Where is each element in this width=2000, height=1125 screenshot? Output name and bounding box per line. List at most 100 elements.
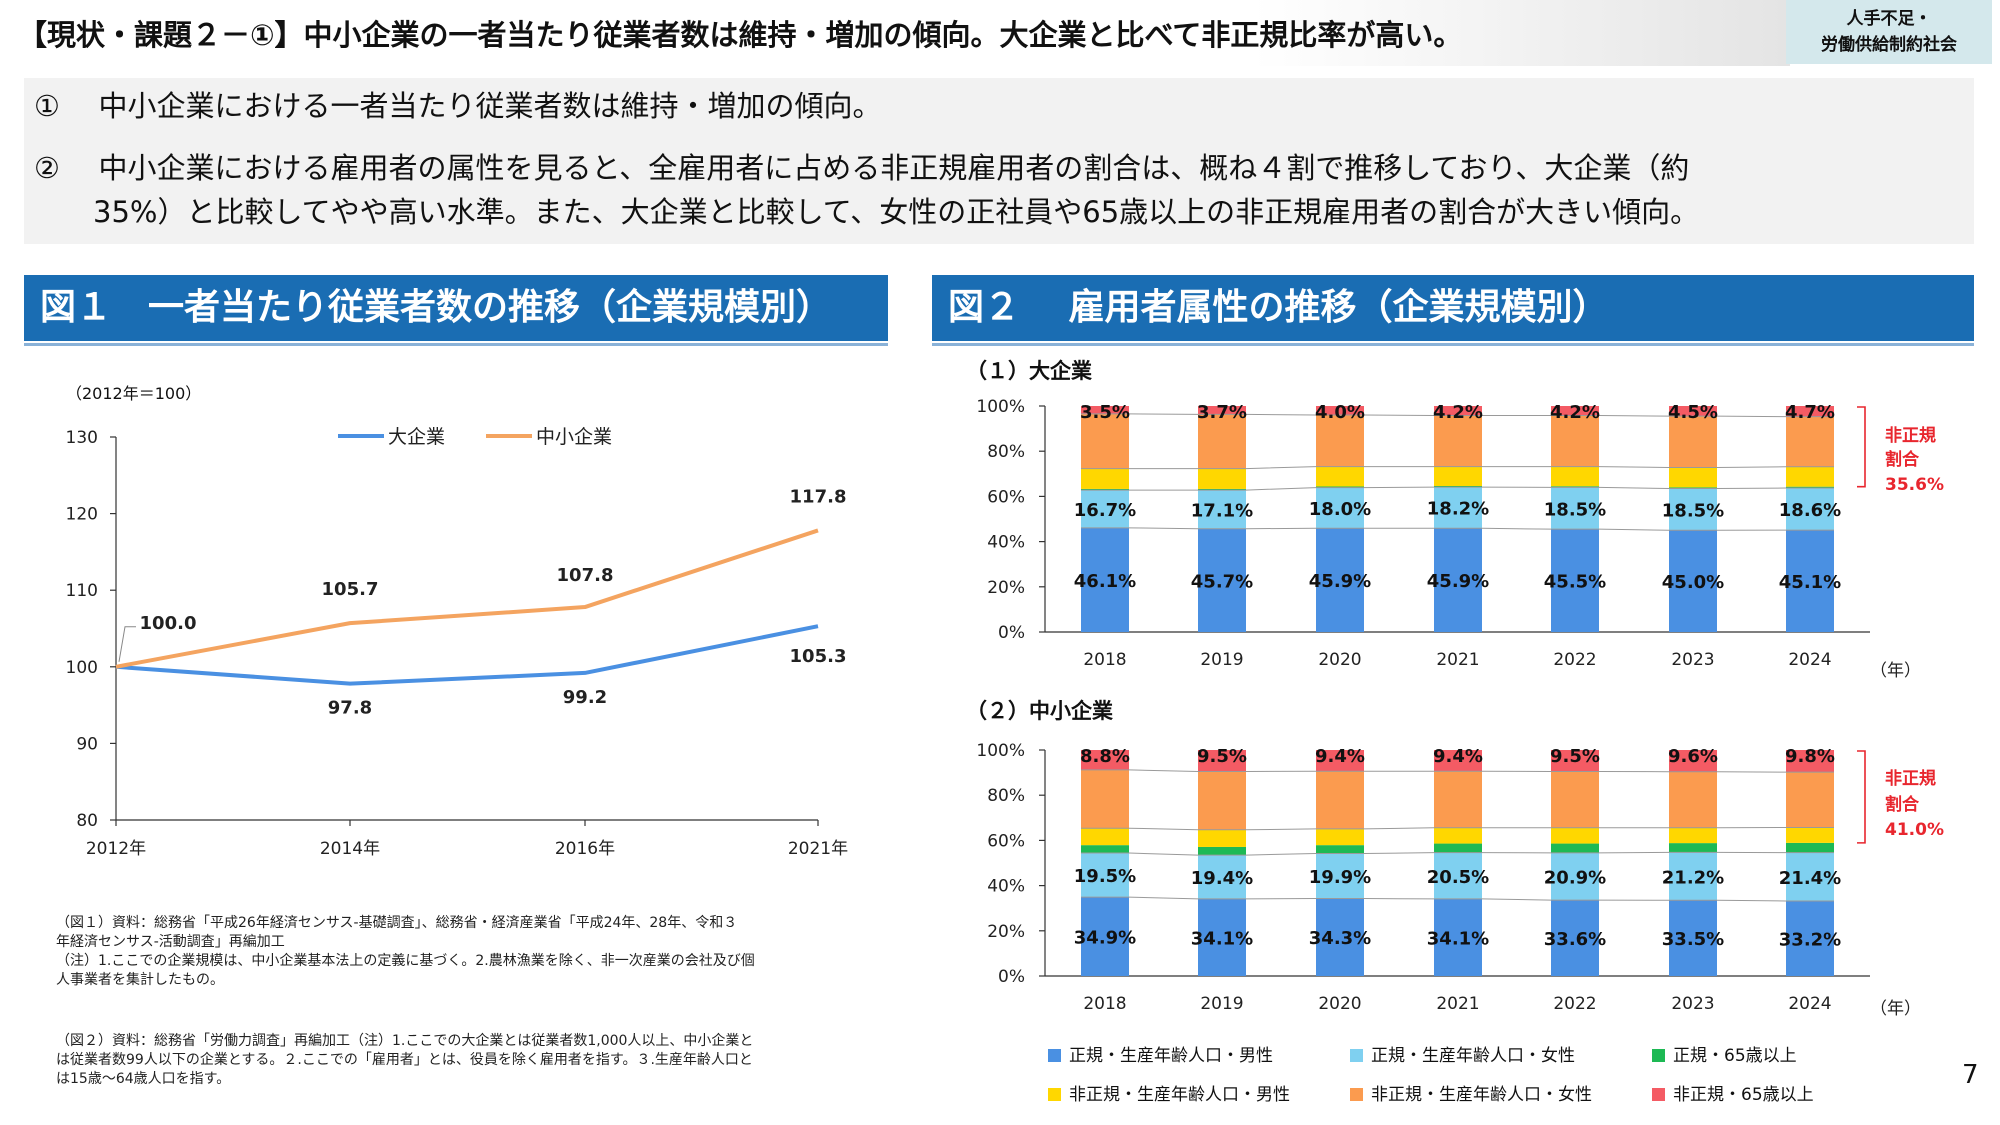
bar-segment: [1551, 827, 1599, 844]
bar-segment: [1551, 750, 1599, 772]
bar-segment: [1434, 466, 1482, 487]
x-tick-label: 2019: [1200, 994, 1243, 1014]
bar-segment: [1198, 829, 1246, 847]
summary-item-1-text: 中小企業における一者当たり従業者数は維持・増加の傾向。: [98, 89, 882, 123]
bar-segment: [1316, 771, 1364, 829]
data-label: 9.5%: [1550, 746, 1600, 767]
bar-segment: [1786, 406, 1834, 417]
data-label: 4.0%: [1315, 402, 1365, 423]
summary-box: [24, 78, 1974, 244]
legend-label: 正規・生産年齢人口・男性: [1069, 1046, 1273, 1066]
bar-segment: [1198, 490, 1246, 529]
bar-segment: [1316, 406, 1364, 416]
fig2-note-line: （図２）資料：総務省「労働力調査」再編加工（注）1.ここでの大企業とは従業者数1…: [56, 1033, 754, 1049]
x-tick-label: 2024: [1788, 994, 1831, 1014]
data-label: 45.0%: [1662, 572, 1724, 593]
data-label: 16.7%: [1074, 500, 1136, 521]
bar-segment: [1316, 828, 1364, 846]
legend-label: 非正規・生産年齢人口・男性: [1069, 1085, 1290, 1105]
summary-item-1: ① 中小企業における一者当たり従業者数は維持・増加の傾向。: [34, 84, 881, 128]
chart-title: （１）大企業: [966, 359, 1093, 383]
bar-segment: [1786, 466, 1834, 487]
bar-segment: [1081, 897, 1129, 976]
fig1-line-chart: 80 90 100 110 120 130 2012年 2014年 2016年 2021年 大企業 中…: [66, 426, 849, 859]
summary-item-2: ② 中小企業における雇用者の属性を見ると、全雇用者に占める非正規雇用者の割合は、…: [34, 146, 1689, 190]
series-connector-line: [1081, 851, 1834, 856]
bar-segment: [1081, 750, 1129, 770]
data-label: 19.9%: [1309, 867, 1371, 888]
bar-segment: [1669, 900, 1717, 976]
series-connector-line: [1081, 413, 1834, 418]
data-label: 4.5%: [1668, 402, 1718, 423]
data-label: 34.3%: [1309, 928, 1371, 949]
y-tick-label: 100%: [976, 397, 1025, 417]
bracket-label: 非正規: [1885, 425, 1936, 446]
y-tick-label: 60%: [987, 831, 1025, 851]
bar-segment: [1786, 852, 1834, 901]
data-label: 45.1%: [1779, 572, 1841, 593]
bar-segment: [1316, 415, 1364, 467]
bar-segment: [1316, 487, 1364, 529]
y-tick-label: 0%: [998, 967, 1025, 987]
legend-swatch: [1350, 1088, 1363, 1101]
bar-segment: [1669, 488, 1717, 531]
bar-segment: [1081, 490, 1129, 528]
bar-segment: [1198, 771, 1246, 830]
y-tick-label: 0%: [998, 623, 1025, 643]
bar-segment: [1316, 750, 1364, 772]
data-label: 9.4%: [1315, 746, 1365, 767]
series-connector-line: [1081, 466, 1834, 470]
y-tick-label: 90: [76, 734, 98, 754]
fig2-note-line: は従業者数99人以下の企業とする。２.ここでの「雇用者」とは、役員を除く雇用者を…: [56, 1052, 753, 1068]
bar-segment: [1434, 898, 1482, 976]
data-label: 105.7: [322, 579, 379, 600]
summary-item-2-line1: 中小企業における雇用者の属性を見ると、全雇用者に占める非正規雇用者の割合は、概ね…: [98, 151, 1690, 185]
legend-label: 大企業: [388, 426, 445, 448]
summary-item-2-number: ②: [34, 151, 60, 185]
legend-item: 非正規・生産年齢人口・女性: [1350, 1080, 1592, 1105]
bar-segment: [1081, 406, 1129, 414]
bar-segment: [1786, 900, 1834, 976]
legend-label: 中小企業: [536, 426, 612, 448]
bar-segment: [1198, 750, 1246, 772]
bar-segment: [1669, 487, 1717, 489]
x-tick-label: 2014年: [320, 839, 380, 859]
data-label: 21.4%: [1779, 868, 1841, 889]
bar-segment: [1434, 750, 1482, 772]
y-tick-label: 40%: [987, 877, 1025, 897]
data-label: 9.4%: [1433, 746, 1483, 767]
bar-segment: [1786, 488, 1834, 531]
y-tick-label: 100%: [976, 741, 1025, 761]
data-label: 45.5%: [1544, 572, 1606, 593]
bar-segment: [1551, 771, 1599, 828]
fig1-note-line: 年経済センサス-活動調査」再編加工: [56, 934, 285, 950]
data-label: 34.9%: [1074, 928, 1136, 949]
bracket-label: 非正規: [1885, 768, 1936, 789]
bar-segment: [1434, 852, 1482, 899]
bar-segment: [1669, 771, 1717, 828]
data-label: 19.5%: [1074, 866, 1136, 887]
irregular-bracket: [1857, 750, 1866, 844]
category-tag-line1: 人手不足・: [1846, 9, 1932, 29]
summary-item-1-number: ①: [34, 89, 60, 123]
data-label: 33.5%: [1662, 929, 1724, 950]
data-label: 107.8: [557, 565, 614, 586]
bracket-label: 割合: [1885, 794, 1920, 815]
series-connector-line: [1081, 486, 1834, 491]
bar-segment: [1434, 843, 1482, 853]
bar-segment: [1081, 769, 1129, 829]
y-tick-label: 130: [66, 428, 98, 448]
bar-segment: [1198, 846, 1246, 856]
x-tick-label: 2023: [1671, 994, 1714, 1014]
category-tag-line2: 労働供給制約社会: [1821, 35, 1957, 55]
bar-segment: [1198, 898, 1246, 976]
x-tick-label: 2020: [1318, 994, 1361, 1014]
irregular-bracket: [1857, 406, 1866, 488]
fig2-note-line: は15歳～64歳人口を指す。: [56, 1071, 231, 1087]
fig2-notes: （図２）資料：総務省「労働力調査」再編加工（注）1.ここでの大企業とは従業者数1…: [56, 1032, 906, 1089]
y-tick-label: 80: [76, 811, 98, 831]
bar-segment: [1786, 827, 1834, 843]
bar-segment: [1434, 771, 1482, 828]
legend-swatch: [1652, 1049, 1665, 1062]
bar-segment: [1198, 406, 1246, 415]
